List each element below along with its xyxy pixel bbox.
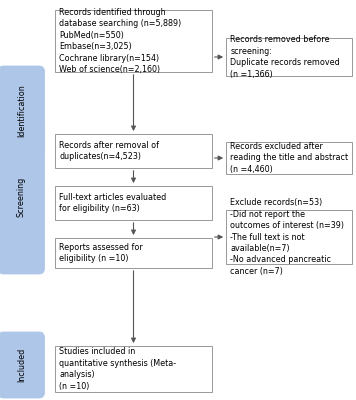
FancyBboxPatch shape [55,346,212,392]
FancyBboxPatch shape [0,120,44,274]
FancyBboxPatch shape [226,142,352,174]
Text: Records identified through
database searching (n=5,889)
PubMed(n=550)
Embase(n=3: Records identified through database sear… [59,8,182,74]
Text: Screening: Screening [17,177,26,217]
Text: Studies included in
quantitative synthesis (Meta-
analysis)
(n =10): Studies included in quantitative synthes… [59,347,177,391]
Text: Exclude records(n=53)
-Did not report the
outcomes of interest (n=39)
-The full : Exclude records(n=53) -Did not report th… [230,198,344,276]
Text: Included: Included [17,348,26,382]
Text: Identification: Identification [17,85,26,137]
FancyBboxPatch shape [55,134,212,168]
FancyBboxPatch shape [226,210,352,264]
FancyBboxPatch shape [55,186,212,220]
Text: Records removed before
screening:
Duplicate records removed
(n =1,366): Records removed before screening: Duplic… [230,35,340,79]
Text: Records after removal of
duplicates(n=4,523): Records after removal of duplicates(n=4,… [59,141,159,161]
FancyBboxPatch shape [0,332,44,398]
Text: Records excluded after
reading the title and abstract
(n =4,460): Records excluded after reading the title… [230,142,349,174]
FancyBboxPatch shape [226,38,352,76]
FancyBboxPatch shape [55,10,212,72]
FancyBboxPatch shape [0,66,44,156]
Text: Reports assessed for
eligibility (n =10): Reports assessed for eligibility (n =10) [59,243,143,263]
Text: Full-text articles evaluated
for eligibility (n=63): Full-text articles evaluated for eligibi… [59,193,167,213]
FancyBboxPatch shape [55,238,212,268]
